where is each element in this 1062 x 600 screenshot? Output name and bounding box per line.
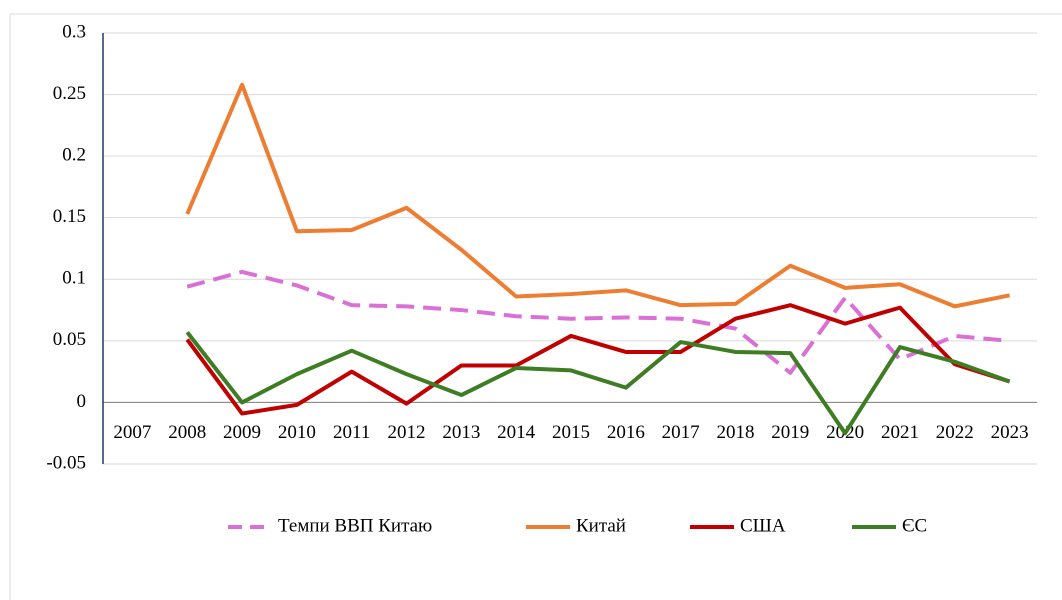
legend-label: ЄС xyxy=(902,515,927,536)
x-tick-label: 2009 xyxy=(223,422,261,443)
y-tick-label: 0.1 xyxy=(62,268,86,289)
y-tick-label: 0.15 xyxy=(53,206,86,227)
series-line xyxy=(185,331,1011,436)
y-tick-label: 0 xyxy=(77,391,87,412)
series-line xyxy=(185,82,1010,309)
x-tick-label: 2014 xyxy=(497,422,536,443)
x-tick-label: 2021 xyxy=(881,422,919,443)
legend-label: Темпи ВВП Китаю xyxy=(278,515,432,536)
legend-label: Китай xyxy=(576,515,626,536)
x-tick-label: 2007 xyxy=(113,422,151,443)
x-tick-label: 2015 xyxy=(552,422,590,443)
chart-frame xyxy=(9,13,1062,600)
x-tick-label: 2017 xyxy=(662,422,700,443)
y-tick-label: 0.05 xyxy=(53,329,86,350)
x-tick-label: 2011 xyxy=(333,422,370,443)
x-tick-label: 2019 xyxy=(771,422,809,443)
y-tick-label: 0.25 xyxy=(53,83,86,104)
legend-label: США xyxy=(740,515,786,536)
x-tick-label: 2010 xyxy=(278,422,316,443)
x-tick-label: 2016 xyxy=(607,422,645,443)
x-tick-label: 2022 xyxy=(936,422,974,443)
y-tick-label: 0.2 xyxy=(62,145,86,166)
y-tick-label: 0.3 xyxy=(62,21,86,42)
x-tick-label: 2012 xyxy=(388,422,426,443)
series-line xyxy=(185,303,1011,416)
y-tick-label: -0.05 xyxy=(46,452,86,473)
x-tick-label: 2023 xyxy=(991,422,1029,443)
x-tick-label: 2008 xyxy=(168,422,206,443)
x-tick-label: 2018 xyxy=(716,422,754,443)
series-line xyxy=(186,269,1010,375)
x-tick-label: 2013 xyxy=(442,422,480,443)
